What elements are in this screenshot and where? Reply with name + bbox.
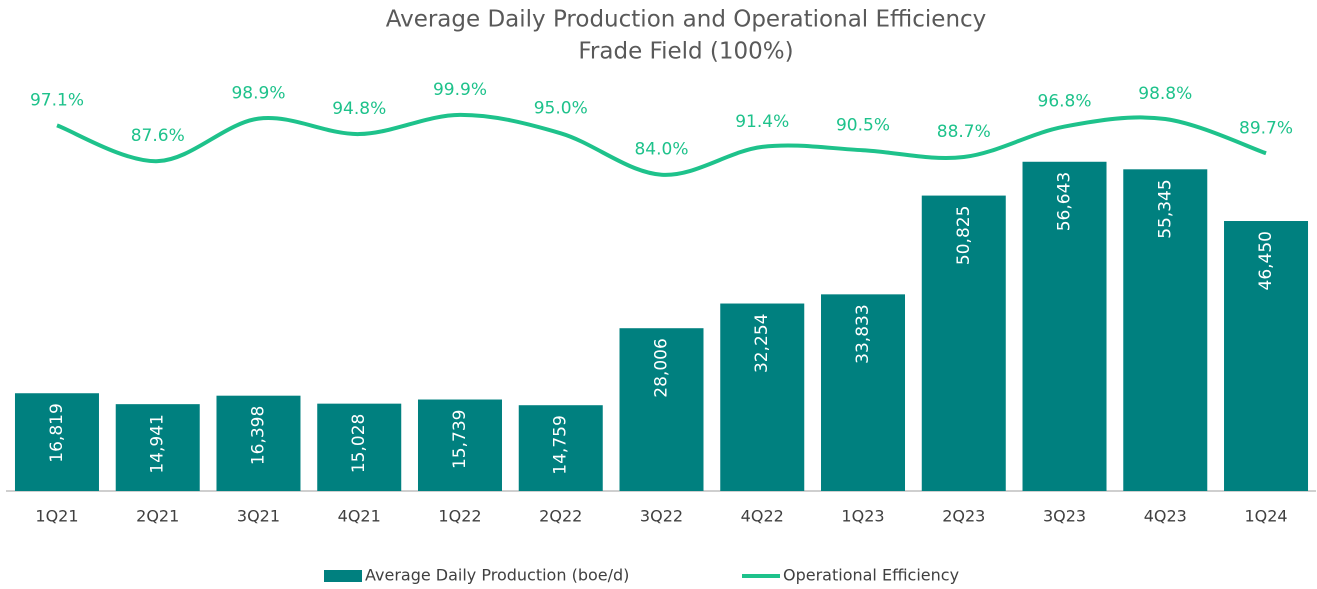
- bar-value-label: 50,825: [954, 206, 974, 265]
- bar: [619, 328, 704, 491]
- bar: [518, 405, 603, 491]
- line-value-label: 89.7%: [1239, 118, 1293, 138]
- bar-value-label: 55,345: [1155, 179, 1175, 238]
- line-value-label: 84.0%: [634, 140, 688, 160]
- bar-value-label: 32,254: [752, 314, 772, 373]
- bar: [317, 403, 402, 491]
- line-value-label: 99.9%: [433, 80, 487, 100]
- line-value-label: 96.8%: [1038, 92, 1092, 112]
- bar: [1224, 221, 1309, 491]
- bar: [821, 294, 906, 491]
- x-tick-label: 4Q22: [741, 507, 784, 526]
- x-tick-label: 3Q22: [640, 507, 683, 526]
- line-value-label: 87.6%: [131, 126, 185, 146]
- bar-value-label: 15,739: [450, 410, 470, 469]
- bar: [115, 404, 200, 491]
- x-tick-label: 4Q23: [1144, 507, 1187, 526]
- line-value-label: 91.4%: [735, 112, 789, 132]
- x-tick-label: 3Q21: [237, 507, 280, 526]
- legend-label: Operational Efficiency: [783, 566, 959, 585]
- line-value-label: 94.8%: [332, 99, 386, 119]
- x-tick-label: 1Q23: [841, 507, 884, 526]
- bar: [720, 303, 805, 491]
- bar-value-label: 46,450: [1256, 231, 1276, 290]
- line-value-label: 98.8%: [1138, 84, 1192, 104]
- line-value-label: 98.9%: [231, 84, 285, 104]
- bar-value-label: 33,833: [853, 304, 873, 363]
- bar-value-label: 16,819: [47, 403, 67, 462]
- line: [56, 112, 1267, 177]
- chart-title: Average Daily Production and Operational…: [386, 7, 987, 33]
- bar: [1022, 161, 1107, 491]
- bar: [417, 399, 502, 491]
- line-value-label: 95.0%: [534, 98, 588, 118]
- legend-swatch: [324, 570, 362, 582]
- line-value-label: 88.7%: [937, 122, 991, 142]
- bar: [921, 195, 1006, 491]
- bar-value-label: 15,028: [349, 414, 369, 473]
- x-tick-label: 2Q23: [942, 507, 985, 526]
- bar-value-label: 14,941: [148, 414, 168, 473]
- x-tick-label: 4Q21: [338, 507, 381, 526]
- legend-label: Average Daily Production (boe/d): [365, 566, 629, 585]
- bar: [216, 395, 301, 491]
- x-tick-label: 3Q23: [1043, 507, 1086, 526]
- chart-subtitle: Frade Field (100%): [578, 39, 793, 65]
- bar-value-label: 28,006: [652, 338, 672, 397]
- x-tick-label: 2Q21: [136, 507, 179, 526]
- bar: [1123, 169, 1208, 491]
- bar-value-label: 14,759: [551, 415, 571, 474]
- line-value-label: 90.5%: [836, 115, 890, 135]
- bar: [14, 393, 99, 491]
- x-tick-label: 1Q21: [35, 507, 78, 526]
- line-value-label: 97.1%: [30, 90, 84, 110]
- x-tick-label: 2Q22: [539, 507, 582, 526]
- x-tick-label: 1Q22: [438, 507, 481, 526]
- bar-value-label: 16,398: [248, 406, 268, 465]
- bar-value-label: 56,643: [1055, 172, 1075, 231]
- x-tick-label: 1Q24: [1244, 507, 1287, 526]
